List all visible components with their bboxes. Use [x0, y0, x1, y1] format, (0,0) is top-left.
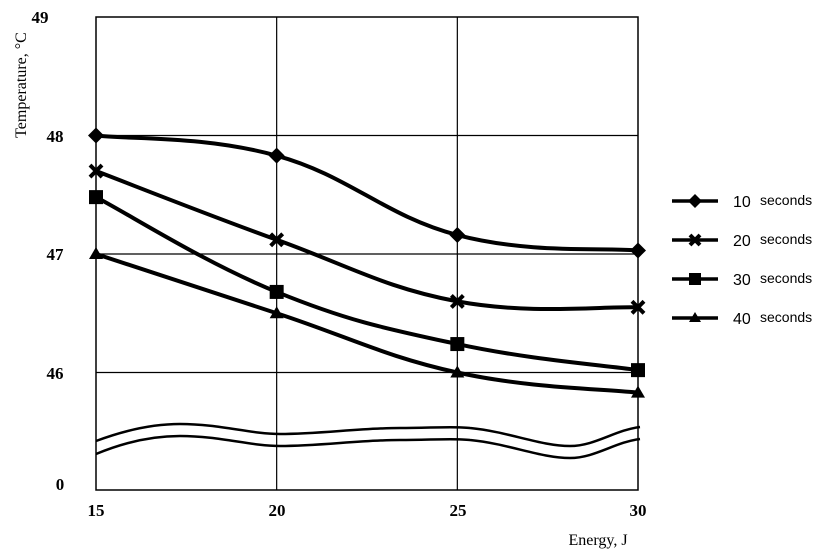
series-line [95, 133, 639, 253]
y-tick-label: 49 [32, 8, 49, 27]
y-tick-label: 0 [56, 475, 65, 494]
diamond-marker [268, 147, 285, 164]
square-marker [450, 337, 465, 352]
legend-label-unit: seconds [760, 192, 812, 208]
diamond-marker [88, 127, 104, 144]
cross-marker [688, 233, 702, 247]
diamond-marker [630, 242, 646, 259]
series-line [95, 169, 639, 312]
square-marker [89, 190, 103, 205]
tick-labels: 49 48 47 46 0 15 20 25 30 [32, 8, 647, 520]
triangle-marker [89, 247, 103, 259]
x-tick-label: 30 [630, 501, 647, 520]
axis-break-wave-upper [95, 422, 641, 448]
triangle-marker [450, 365, 465, 378]
x-tick-label: 25 [450, 501, 467, 520]
y-tick-label: 48 [47, 127, 64, 146]
cross-marker [449, 293, 465, 309]
x-tick-label: 15 [88, 501, 105, 520]
legend: 10 seconds 20 seconds 30 seconds 40 seconds [672, 192, 812, 328]
diamond-marker [449, 227, 466, 244]
legend-label-unit: seconds [760, 309, 812, 325]
triangle-marker [631, 385, 645, 398]
square-marker [269, 284, 284, 299]
diamond-marker [688, 194, 702, 208]
legend-label-number: 40 [733, 311, 751, 328]
triangle-marker [689, 312, 701, 322]
legend-label-number: 20 [733, 233, 751, 250]
legend-label-unit: seconds [760, 270, 812, 286]
legend-label-unit: seconds [760, 231, 812, 247]
cross-marker [88, 163, 104, 179]
x-tick-label: 20 [269, 501, 286, 520]
y-tick-label: 46 [47, 364, 64, 383]
legend-label-number: 30 [733, 272, 751, 289]
series-line [95, 252, 639, 395]
series-markers [88, 127, 646, 398]
cross-marker [630, 299, 646, 315]
square-marker [689, 273, 701, 285]
grid-lines [95, 16, 639, 491]
square-marker [631, 363, 645, 378]
series-lines [95, 133, 639, 395]
legend-label-number: 10 [733, 194, 751, 211]
series-line [95, 195, 639, 373]
triangle-marker [269, 306, 284, 319]
y-axis-label: Temperature, °C [13, 32, 30, 138]
axis-break [95, 422, 641, 460]
x-axis-label: Energy, J [568, 532, 627, 549]
y-tick-label: 47 [47, 245, 65, 264]
cross-marker [269, 232, 285, 248]
axis-break-wave-lower [95, 434, 641, 460]
